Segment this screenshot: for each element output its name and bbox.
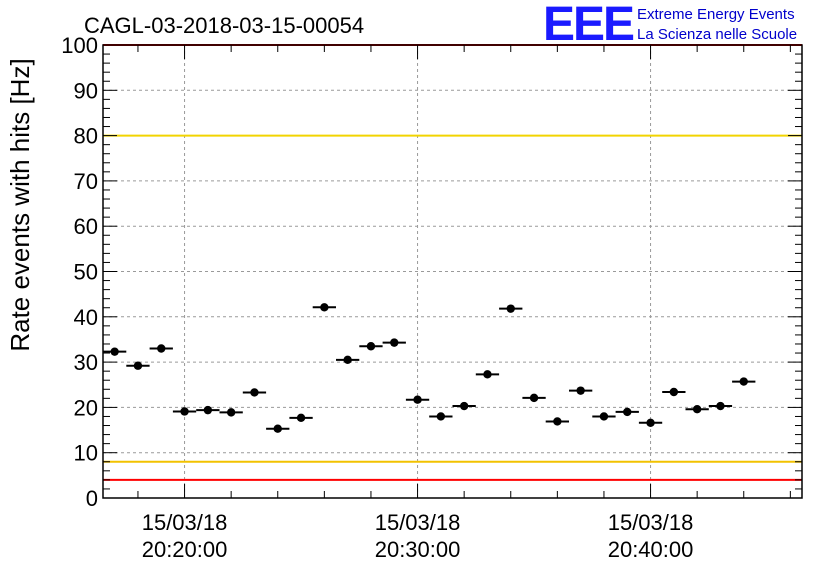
x-tick-date-label: 15/03/18 (142, 510, 228, 535)
x-tick-labels: 15/03/1820:20:0015/03/1820:30:0015/03/18… (142, 510, 694, 562)
y-tick-label: 50 (74, 260, 98, 285)
data-point (296, 413, 306, 423)
data-point (459, 401, 469, 411)
data-point (599, 412, 609, 421)
y-tick-label: 70 (74, 169, 98, 194)
data-point (343, 355, 352, 365)
axis-ticks (103, 44, 802, 499)
data-point (739, 377, 748, 386)
x-tick-time-label: 20:40:00 (608, 537, 694, 562)
y-tick-label: 100 (61, 33, 98, 58)
x-tick-time-label: 20:20:00 (142, 537, 228, 562)
y-axis-label: Rate events with hits [Hz] (5, 58, 35, 351)
x-tick-date-label: 15/03/18 (608, 510, 694, 535)
data-point (669, 387, 679, 397)
data-point (413, 395, 422, 404)
y-tick-labels: 0 10 20 30 40 50 60 70 80 90 100 (61, 33, 98, 511)
y-tick-label: 30 (74, 350, 98, 375)
logo-line1: Extreme Energy Events (637, 6, 795, 23)
data-point (226, 408, 236, 417)
data-point (506, 304, 515, 313)
data-point (180, 407, 189, 416)
chart-title: CAGL-03-2018-03-15-00054 (84, 13, 364, 38)
data-point (320, 303, 329, 312)
reference-lines (103, 44, 802, 481)
data-point (646, 418, 655, 428)
logo-line2: La Scienza nelle Scuole (637, 26, 797, 43)
data-point (203, 405, 213, 415)
data-point (576, 386, 585, 395)
x-tick-date-label: 15/03/18 (375, 510, 461, 535)
data-point (133, 361, 143, 370)
data-point (623, 407, 632, 417)
eee-logo: EEE Extreme Energy Events La Scienza nel… (543, 0, 797, 51)
data-point (250, 388, 259, 397)
data-point (692, 405, 702, 414)
data-point (110, 347, 119, 356)
data-point (157, 344, 166, 353)
y-tick-label: 90 (74, 78, 98, 103)
data-point (529, 393, 539, 403)
data-point (390, 338, 399, 347)
data-point (273, 424, 282, 433)
y-tick-label: 40 (74, 305, 98, 330)
grid-layer (103, 45, 802, 498)
x-tick-time-label: 20:30:00 (375, 537, 461, 562)
logo-letters: EEE (543, 0, 634, 51)
data-point (436, 412, 446, 421)
data-points (103, 303, 756, 433)
y-tick-label: 60 (74, 214, 98, 239)
data-point (366, 342, 376, 351)
y-tick-label: 20 (74, 395, 98, 420)
y-tick-label: 80 (74, 124, 98, 149)
data-point (483, 370, 492, 379)
data-point (553, 417, 562, 426)
data-point (716, 401, 725, 411)
y-tick-label: 0 (86, 486, 98, 511)
y-tick-label: 10 (74, 441, 98, 466)
